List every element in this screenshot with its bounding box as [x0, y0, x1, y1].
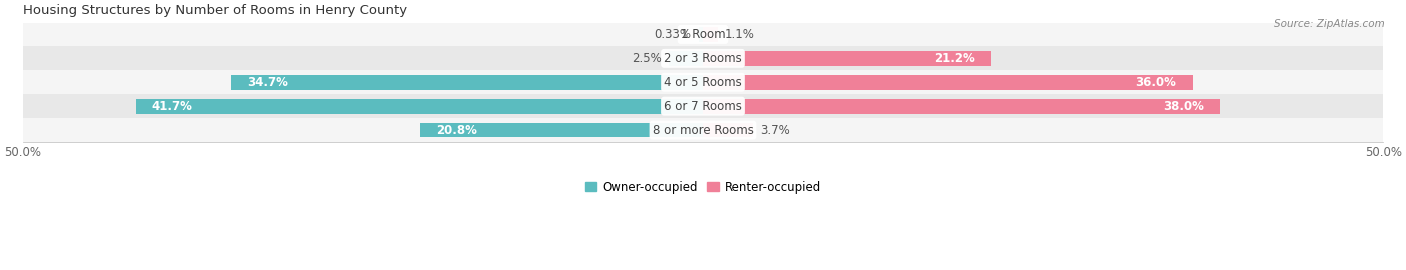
Bar: [135, 99, 703, 114]
Text: 2.5%: 2.5%: [633, 52, 662, 65]
Text: 4 or 5 Rooms: 4 or 5 Rooms: [664, 76, 742, 89]
Text: Housing Structures by Number of Rooms in Henry County: Housing Structures by Number of Rooms in…: [22, 4, 406, 17]
Text: 6 or 7 Rooms: 6 or 7 Rooms: [664, 100, 742, 113]
Bar: [703, 75, 1192, 90]
Text: 36.0%: 36.0%: [1136, 76, 1177, 89]
Bar: [22, 46, 1384, 70]
Bar: [703, 123, 754, 137]
Text: 2 or 3 Rooms: 2 or 3 Rooms: [664, 52, 742, 65]
Bar: [22, 22, 1384, 46]
Legend: Owner-occupied, Renter-occupied: Owner-occupied, Renter-occupied: [579, 176, 827, 198]
Bar: [22, 70, 1384, 94]
Text: 0.33%: 0.33%: [655, 28, 692, 41]
Bar: [699, 27, 703, 42]
Text: 21.2%: 21.2%: [935, 52, 976, 65]
Text: 38.0%: 38.0%: [1163, 100, 1204, 113]
Text: 34.7%: 34.7%: [247, 76, 288, 89]
Text: 3.7%: 3.7%: [761, 124, 790, 137]
Bar: [703, 51, 991, 66]
Text: 1.1%: 1.1%: [724, 28, 755, 41]
Bar: [420, 123, 703, 137]
Bar: [703, 27, 718, 42]
Bar: [22, 94, 1384, 118]
Text: 1 Room: 1 Room: [681, 28, 725, 41]
Text: 41.7%: 41.7%: [152, 100, 193, 113]
Bar: [669, 51, 703, 66]
Text: Source: ZipAtlas.com: Source: ZipAtlas.com: [1274, 19, 1385, 29]
Text: 8 or more Rooms: 8 or more Rooms: [652, 124, 754, 137]
Bar: [231, 75, 703, 90]
Bar: [703, 99, 1220, 114]
Text: 20.8%: 20.8%: [436, 124, 477, 137]
Bar: [22, 118, 1384, 142]
